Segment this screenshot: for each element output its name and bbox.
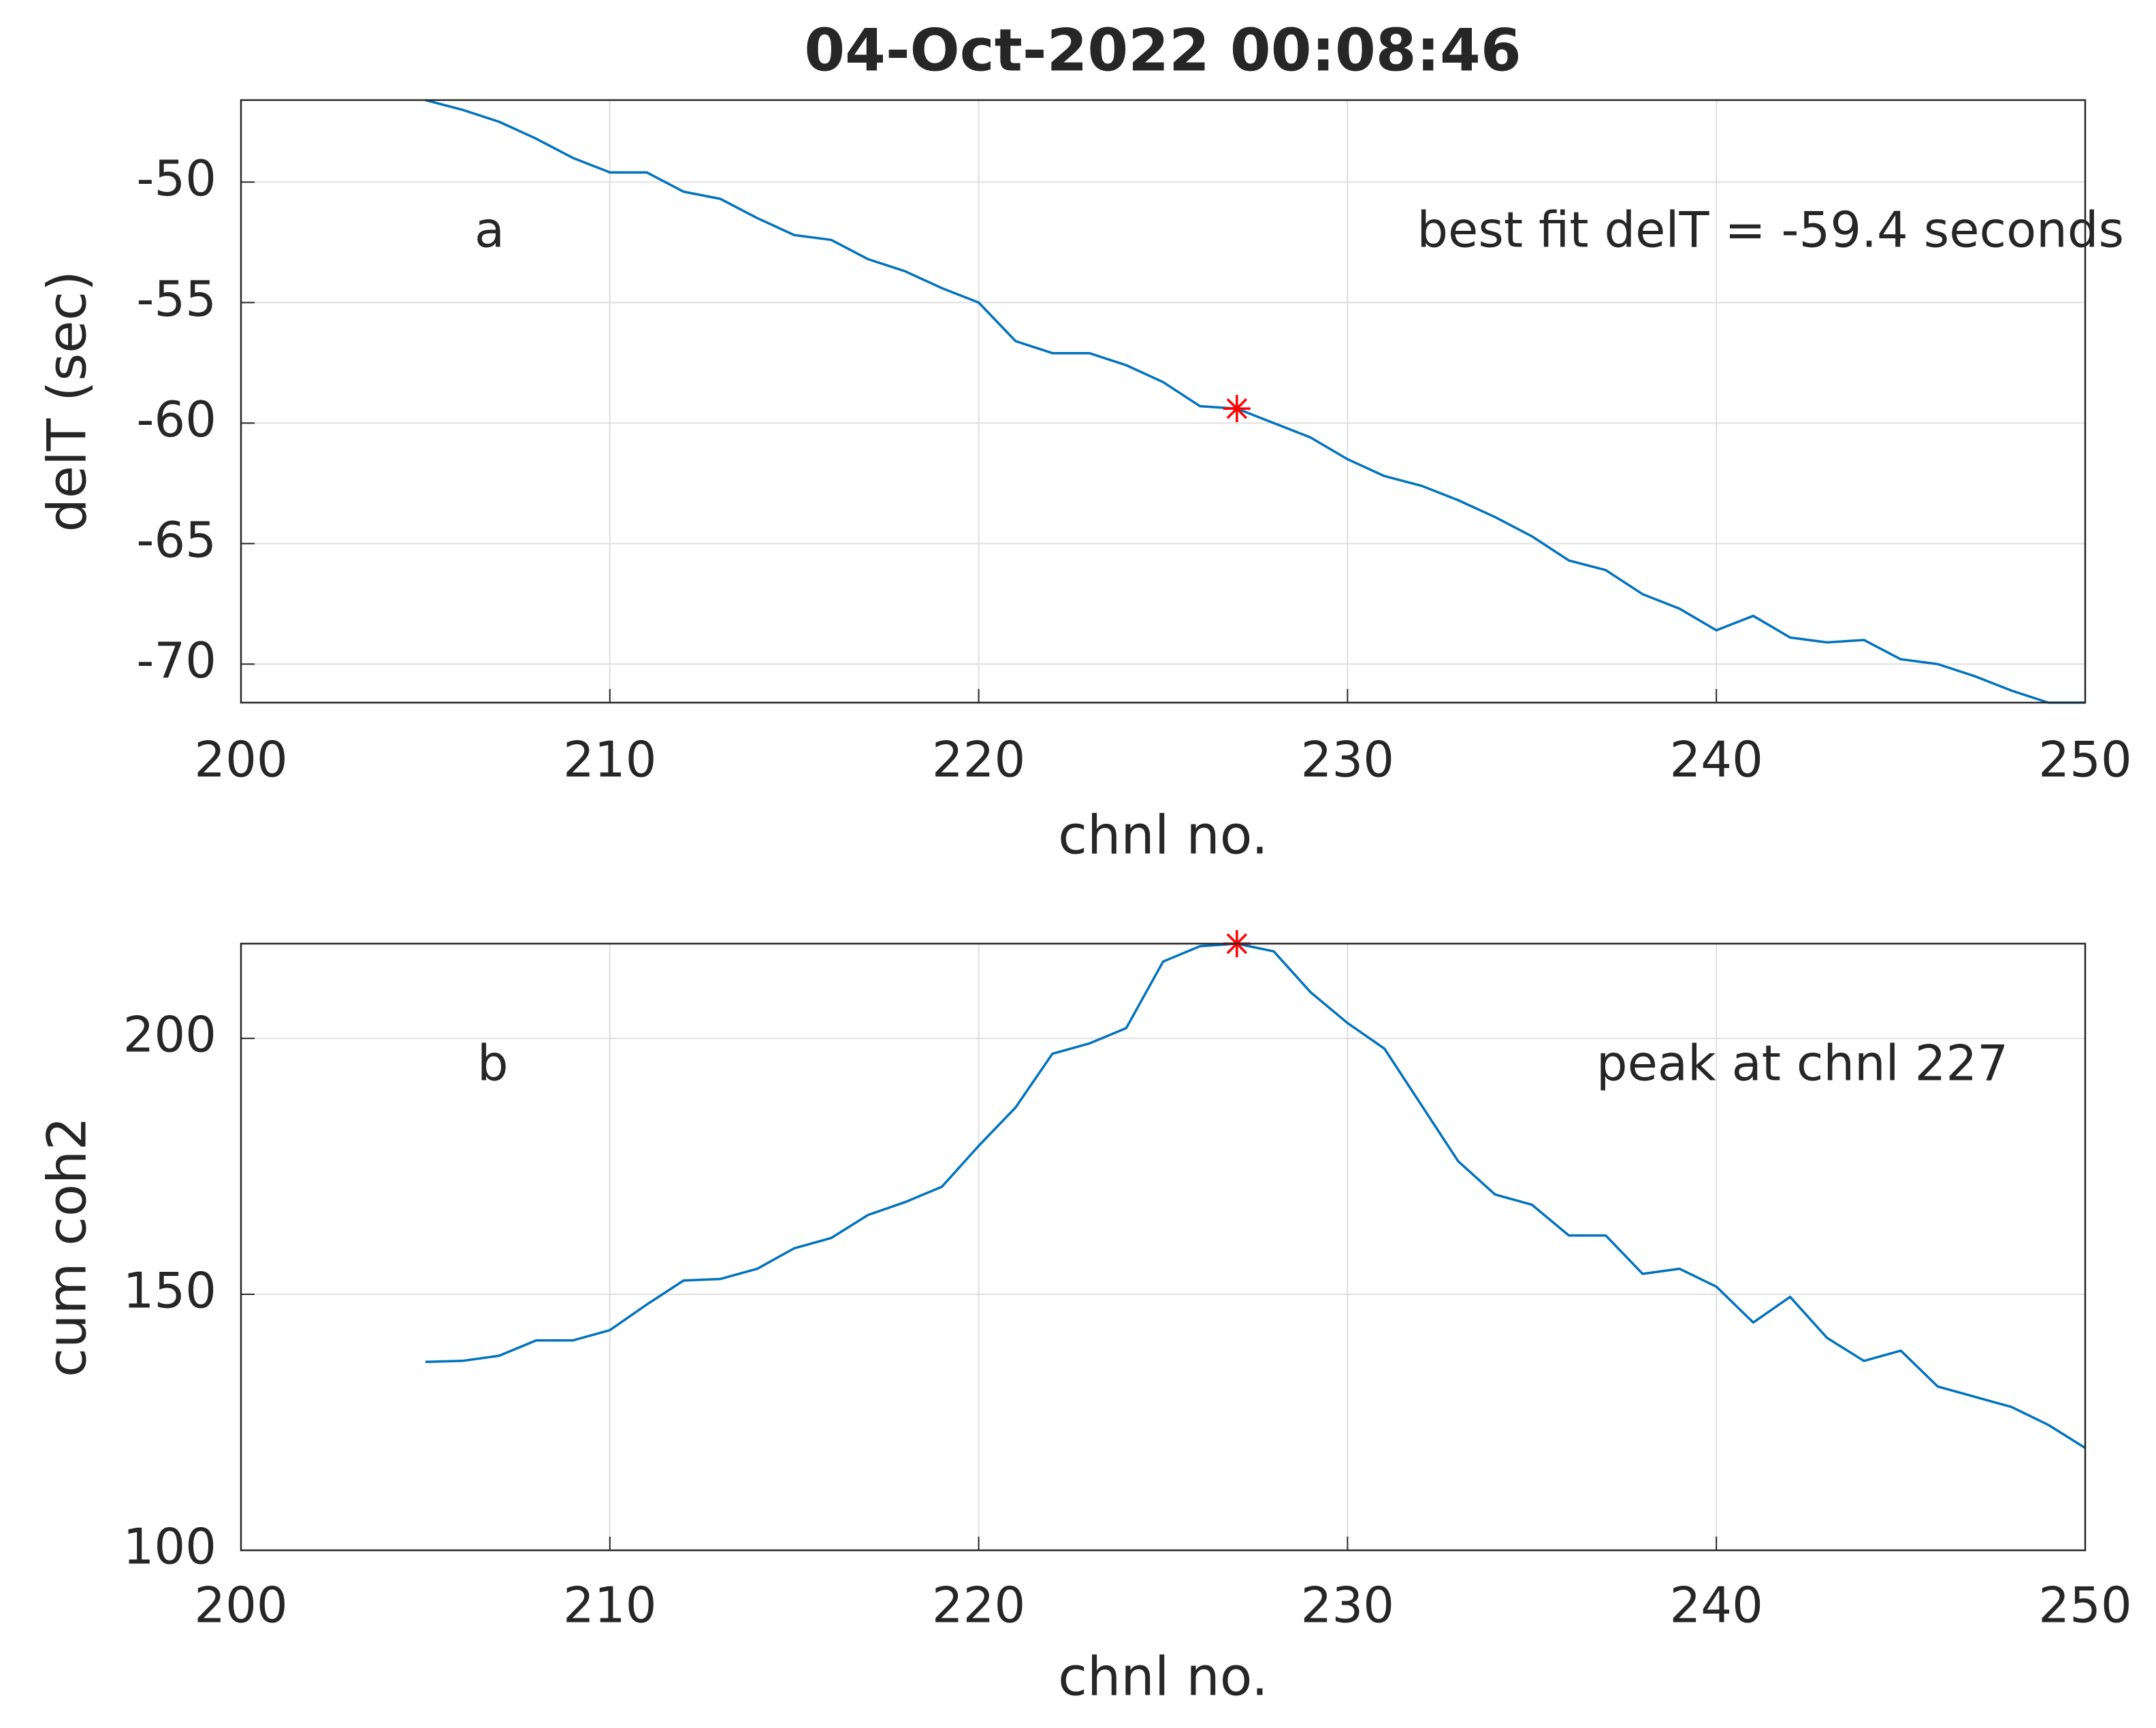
x-tick-label: 210 xyxy=(563,1577,656,1634)
x-tick-label: 220 xyxy=(932,731,1025,788)
axes-box xyxy=(240,99,2087,704)
x-tick-label: 240 xyxy=(1669,1577,1763,1634)
y-tick-label: -55 xyxy=(136,270,216,327)
annotation: peak at chnl 227 xyxy=(1596,1035,2008,1092)
x-tick-label: 240 xyxy=(1669,731,1763,788)
y-tick-label: -70 xyxy=(136,632,216,689)
highlight-marker xyxy=(1223,395,1251,423)
x-axis-label: chnl no. xyxy=(1058,805,1268,866)
x-tick-label: 210 xyxy=(563,731,656,788)
annotation: a xyxy=(474,202,504,259)
plot-area xyxy=(241,100,2085,703)
x-tick-label: 230 xyxy=(1301,1577,1394,1634)
x-tick-label: 220 xyxy=(932,1577,1025,1634)
x-axis-label: chnl no. xyxy=(1058,1646,1268,1708)
x-tick-label: 230 xyxy=(1301,731,1394,788)
y-tick-label: -65 xyxy=(136,511,216,569)
y-axis-label: cum coh2 xyxy=(37,1117,98,1377)
figure-title: 04-Oct-2022 00:08:46 xyxy=(804,16,1521,84)
data-line xyxy=(425,942,2086,1450)
y-tick-label: 100 xyxy=(123,1518,216,1575)
y-tick-label: 150 xyxy=(123,1262,216,1319)
data-line xyxy=(425,99,2085,704)
annotation: b xyxy=(477,1035,509,1092)
x-tick-label: 250 xyxy=(2038,731,2131,788)
y-tick-label: -50 xyxy=(136,150,216,207)
x-tick-label: 200 xyxy=(194,1577,287,1634)
plot-area xyxy=(241,944,2085,1550)
y-tick-label: -60 xyxy=(136,391,216,448)
axes-box xyxy=(240,942,2087,1552)
annotation: best fit delT = -59.4 seconds xyxy=(1417,202,2124,259)
y-tick-label: 200 xyxy=(123,1006,216,1063)
y-axis-label: delT (sec) xyxy=(37,271,98,532)
x-tick-label: 250 xyxy=(2038,1577,2131,1634)
x-tick-label: 200 xyxy=(194,731,287,788)
